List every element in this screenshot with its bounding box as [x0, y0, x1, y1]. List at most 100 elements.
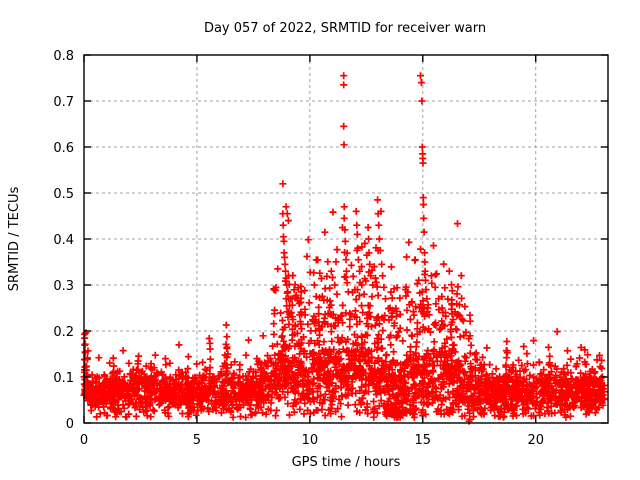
data-point-marker — [240, 401, 248, 409]
data-point-marker — [440, 260, 448, 268]
data-point-marker — [390, 392, 398, 400]
data-point-marker — [530, 374, 538, 381]
data-point-marker — [342, 309, 350, 317]
data-point-marker — [301, 399, 309, 407]
data-point-marker — [402, 286, 410, 293]
data-point-marker — [339, 345, 347, 353]
data-point-marker — [365, 357, 373, 364]
data-point-marker — [391, 404, 399, 412]
data-point-marker — [201, 365, 209, 373]
data-point-marker — [216, 399, 224, 407]
data-point-marker — [335, 338, 343, 346]
data-point-marker — [368, 293, 376, 301]
data-point-marker — [314, 256, 322, 264]
data-point-marker — [479, 353, 487, 361]
data-point-marker — [448, 287, 456, 295]
data-point-marker — [457, 396, 465, 404]
data-point-marker — [558, 387, 565, 395]
data-point-marker — [341, 273, 348, 281]
data-point-marker — [162, 392, 170, 400]
data-point-marker — [269, 342, 277, 350]
data-point-marker — [412, 382, 420, 390]
data-point-marker — [422, 286, 430, 294]
data-point-marker — [388, 294, 396, 302]
data-point-marker — [361, 338, 369, 346]
data-point-marker — [341, 237, 349, 245]
data-point-marker — [598, 399, 606, 407]
data-point-marker — [503, 354, 511, 362]
data-point-marker — [447, 333, 455, 341]
data-point-marker — [205, 408, 213, 415]
data-point-marker — [340, 374, 348, 382]
data-point-marker — [83, 354, 91, 362]
data-point-marker — [134, 360, 142, 368]
data-point-marker — [374, 291, 382, 299]
data-point-marker — [120, 373, 128, 381]
data-point-marker — [403, 253, 411, 261]
data-point-marker — [149, 406, 157, 414]
data-point-marker — [369, 380, 377, 388]
data-point-marker — [467, 363, 475, 371]
data-point-marker — [93, 413, 101, 421]
data-point-marker — [316, 269, 324, 277]
data-point-marker — [175, 402, 183, 410]
data-point-marker — [403, 306, 411, 314]
data-point-marker — [300, 410, 308, 418]
data-point-marker — [582, 370, 590, 378]
data-point-marker — [304, 236, 312, 244]
data-point-marker — [256, 388, 264, 396]
data-point-marker — [103, 411, 111, 419]
data-point-marker — [252, 408, 260, 416]
data-point-marker — [553, 378, 560, 386]
data-point-marker — [546, 352, 554, 360]
data-point-marker — [466, 409, 474, 417]
y-tick-labels: 0 0.1 0.2 0.3 0.4 0.5 0.6 0.7 0.8 — [53, 49, 74, 432]
data-point-marker — [223, 364, 231, 372]
data-point-marker — [307, 337, 315, 345]
data-point-marker — [279, 326, 287, 333]
data-point-marker — [303, 253, 311, 260]
data-point-marker — [328, 401, 336, 409]
data-point-marker — [147, 413, 155, 421]
data-point-marker — [569, 399, 577, 407]
data-point-marker — [166, 373, 174, 381]
data-point-marker — [432, 321, 440, 329]
data-point-marker — [318, 400, 326, 408]
data-point-marker — [384, 397, 392, 405]
data-point-marker — [354, 333, 361, 341]
data-point-marker — [513, 371, 521, 379]
data-point-marker — [393, 307, 401, 315]
y-tick-label: 0.5 — [53, 187, 74, 202]
data-point-marker — [448, 408, 456, 415]
data-point-marker — [135, 352, 143, 360]
data-point-marker — [408, 331, 416, 339]
data-point-marker — [444, 371, 452, 379]
data-point-marker — [232, 401, 240, 408]
data-point-marker — [432, 300, 440, 308]
data-point-marker — [231, 358, 239, 366]
data-point-marker — [236, 361, 244, 369]
data-point-marker — [258, 380, 266, 387]
data-point-marker — [472, 356, 480, 363]
data-point-marker — [518, 362, 526, 369]
data-point-marker — [288, 336, 296, 344]
data-point-marker — [326, 297, 334, 305]
data-point-marker — [320, 338, 328, 346]
data-point-marker — [423, 371, 431, 379]
data-point-marker — [576, 379, 584, 387]
data-point-marker — [375, 339, 382, 346]
data-point-marker — [447, 352, 455, 360]
data-points-layer — [80, 72, 608, 425]
data-point-marker — [494, 406, 502, 414]
data-point-marker — [287, 309, 295, 317]
data-point-marker — [547, 402, 555, 410]
data-point-marker — [117, 383, 125, 391]
data-point-marker — [280, 343, 288, 351]
data-point-marker — [377, 369, 385, 377]
data-point-marker — [128, 370, 136, 378]
data-point-marker — [317, 392, 325, 399]
data-point-marker — [291, 354, 299, 362]
data-point-marker — [212, 404, 220, 412]
data-point-marker — [152, 388, 160, 395]
